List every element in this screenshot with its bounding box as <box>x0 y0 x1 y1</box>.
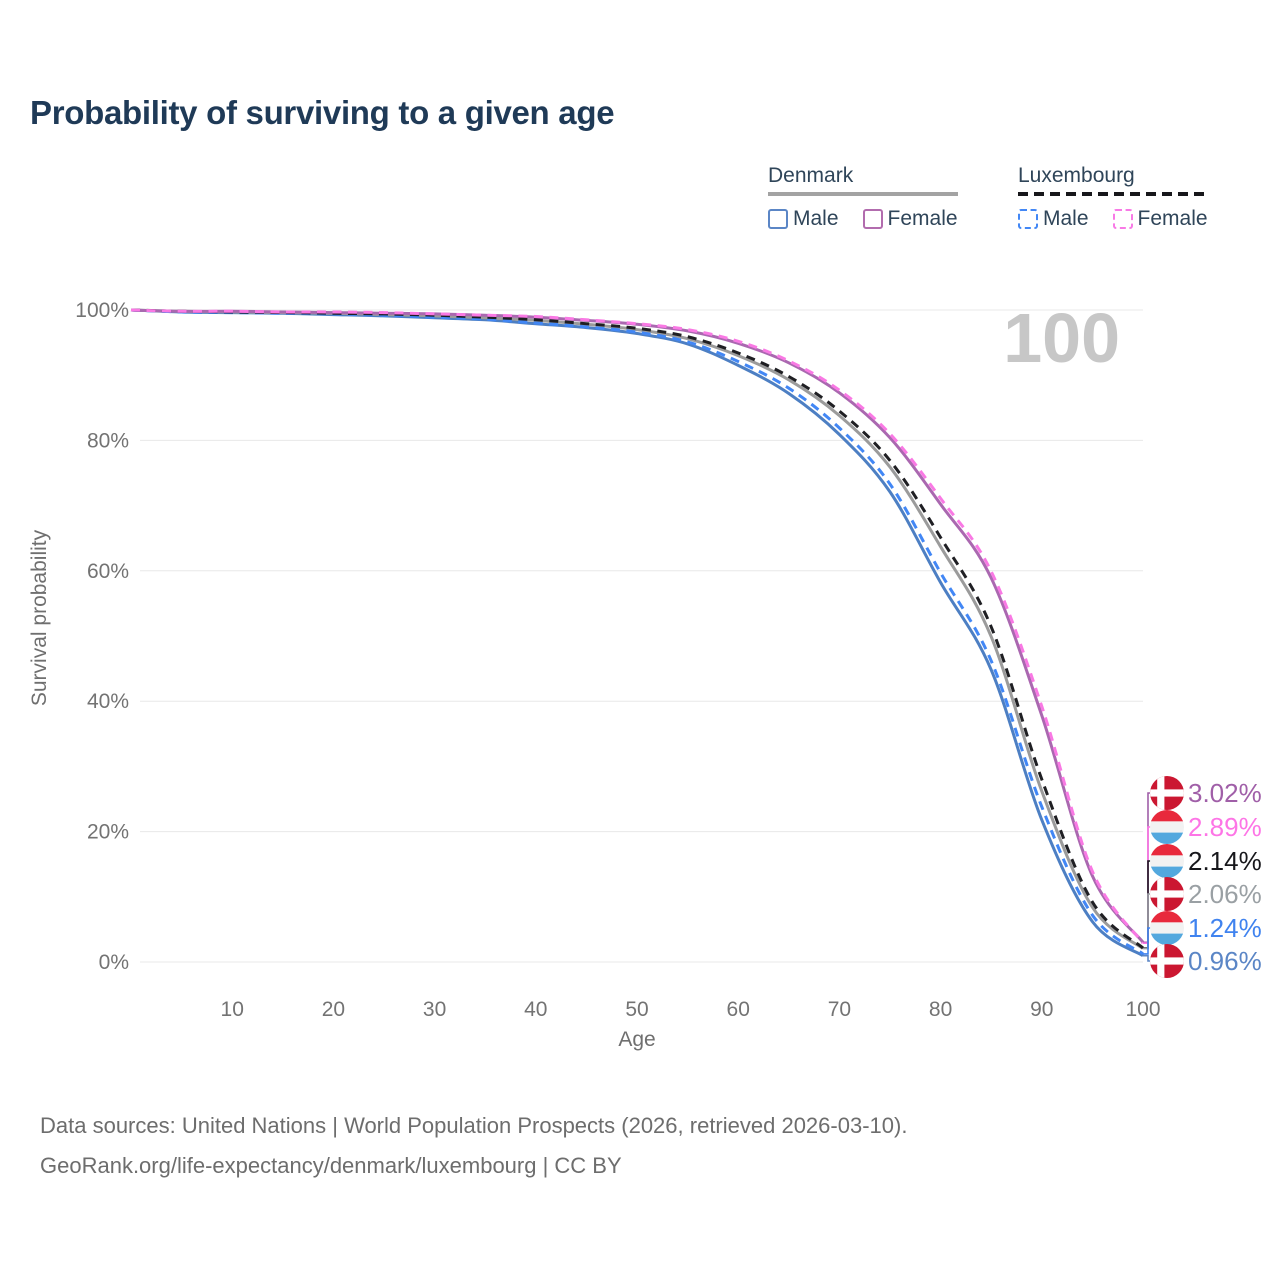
y-tick-label: 100% <box>75 299 129 322</box>
x-tick-label: 40 <box>524 998 547 1021</box>
legend-country-luxembourg[interactable]: Luxembourg <box>1018 164 1135 187</box>
luxembourg-female-swatch <box>1112 209 1133 229</box>
luxembourg-flag-icon <box>1150 844 1184 878</box>
denmark-male-swatch <box>768 209 788 229</box>
page-title: Probability of surviving to a given age <box>30 94 615 131</box>
denmark-female-label: Female <box>887 207 958 230</box>
luxembourg-flag-icon <box>1150 810 1184 844</box>
legend-item-luxembourg-male[interactable]: Male <box>1018 207 1089 231</box>
luxembourg-line-style-swatch <box>1018 192 1208 196</box>
legend-country-denmark[interactable]: Denmark <box>768 164 854 187</box>
end-labels: 3.02% 2.89% 2.14%2.06% 1.24%0.96% <box>1143 776 1262 978</box>
luxembourg-male-swatch <box>1018 209 1038 229</box>
y-tick-label: 80% <box>87 429 129 452</box>
x-axis-title: Age <box>618 1028 655 1051</box>
footer-data-sources: Data sources: United Nations | World Pop… <box>40 1113 908 1138</box>
denmark-male-label: Male <box>793 207 839 230</box>
y-axis-title: Survival probability <box>28 529 51 706</box>
x-tick-label: 80 <box>929 998 952 1021</box>
x-tick-label: 50 <box>625 998 648 1021</box>
end-value-denmark-both-sexes: 2.06% <box>1188 879 1262 909</box>
denmark-flag-icon <box>1150 776 1184 810</box>
footer-attribution-url: GeoRank.org/life-expectancy/denmark/luxe… <box>40 1153 622 1178</box>
x-tick-label: 30 <box>423 998 446 1021</box>
x-tick-label: 20 <box>322 998 345 1021</box>
line-luxembourg-both-sexes[interactable] <box>130 308 1145 950</box>
hover-age-watermark: 100 <box>1003 299 1120 377</box>
x-tick-label: 100 <box>1125 998 1160 1021</box>
x-tick-label: 90 <box>1030 998 1053 1021</box>
y-tick-label: 0% <box>99 951 129 974</box>
y-tick-label: 20% <box>87 821 129 844</box>
y-tick-label: 40% <box>87 690 129 713</box>
line-luxembourg-male[interactable] <box>130 308 1144 956</box>
legend-item-denmark-female[interactable]: Female <box>862 207 958 231</box>
legend-item-luxembourg-female[interactable]: Female <box>1112 207 1208 231</box>
denmark-flag-icon <box>1150 944 1184 978</box>
legend-item-denmark-male[interactable]: Male <box>768 207 839 231</box>
end-value-denmark-female: 3.02% <box>1188 778 1262 808</box>
series-lines <box>130 308 1145 957</box>
denmark-line-style-swatch <box>768 192 958 196</box>
x-tick-label: 70 <box>828 998 851 1021</box>
legend-group-denmark: Denmark Male Female <box>768 164 958 231</box>
x-tick-label: 10 <box>221 998 244 1021</box>
denmark-female-swatch <box>862 209 883 229</box>
y-tick-label: 60% <box>87 560 129 583</box>
end-value-luxembourg-male: 1.24% <box>1188 913 1262 943</box>
line-denmark-female[interactable] <box>130 308 1145 944</box>
axes: 0% 20% 40% 60% 80% 100% 10 20 30 40 50 60 70 80 90 100 A… <box>28 299 1161 1051</box>
hover-age-watermark-layer: 100 <box>1003 299 1120 377</box>
end-value-luxembourg-female: 2.89% <box>1188 812 1262 842</box>
footer: Data sources: United Nations | World Pop… <box>40 1106 907 1186</box>
x-tick-label: 60 <box>727 998 750 1021</box>
luxembourg-female-label: Female <box>1137 207 1208 230</box>
legend-group-luxembourg: Luxembourg Male Female <box>1018 164 1208 231</box>
end-value-luxembourg-both-sexes: 2.14% <box>1188 846 1262 876</box>
gridlines <box>140 309 1143 963</box>
luxembourg-male-label: Male <box>1043 207 1089 230</box>
luxembourg-flag-icon <box>1150 911 1184 945</box>
end-value-denmark-male: 0.96% <box>1188 946 1262 976</box>
denmark-flag-icon <box>1150 877 1184 911</box>
